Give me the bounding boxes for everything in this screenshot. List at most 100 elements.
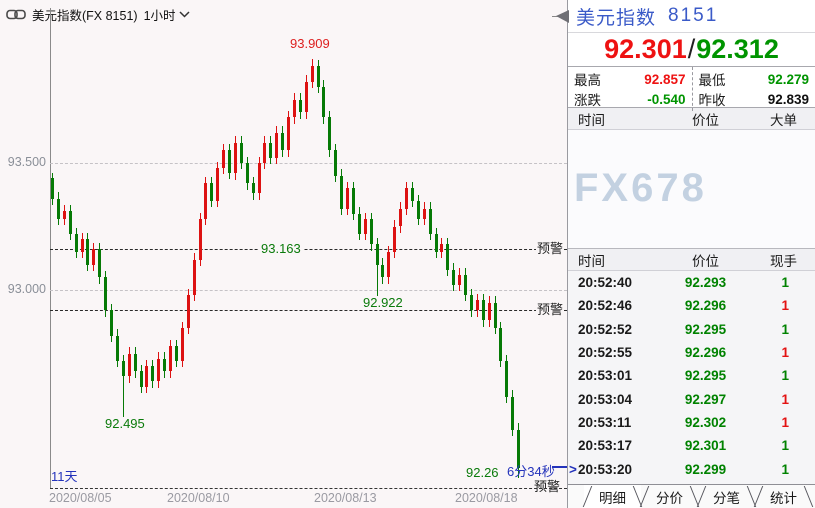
x-axis-label: 2020/08/18 [455, 491, 518, 505]
gridline [50, 290, 567, 291]
quote-stats: 最高 92.857 涨跌 -0.540 最低 92.279 昨收 92.839 [568, 67, 815, 111]
candle-body [393, 226, 397, 252]
candle-body [275, 132, 279, 158]
trade-row[interactable]: 20:52:46 92.296 1 [578, 298, 789, 314]
candle-body [493, 302, 497, 329]
trade-row[interactable]: >20:53:20 92.299 1 [569, 461, 789, 477]
candle-body [145, 366, 149, 387]
alert3-tag: 预警 [533, 479, 562, 494]
trade-row[interactable]: 20:52:52 92.295 1 [578, 321, 789, 337]
candle-body [298, 99, 302, 113]
candle-body [86, 239, 90, 265]
candle-body [62, 211, 66, 219]
candle-body [157, 358, 161, 382]
trade-row[interactable]: 20:53:11 92.302 1 [578, 414, 789, 430]
chart-symbol-label: 美元指数(FX 8151) [32, 8, 138, 23]
chart-period-label: 1小时 [143, 8, 176, 23]
alert-line [50, 309, 567, 311]
trade-row[interactable]: 20:53:01 92.295 1 [578, 368, 789, 384]
candle-body [174, 345, 178, 362]
trade-row[interactable]: 20:53:17 92.301 1 [578, 438, 789, 454]
candle-body [428, 208, 432, 235]
candle-body [210, 183, 214, 202]
tab-mingxi[interactable]: 明细 [582, 485, 643, 508]
x-axis-label: 2020/08/13 [314, 491, 377, 505]
candle-body [151, 366, 155, 382]
current-row-marker: > [569, 461, 577, 477]
candle-body [334, 150, 338, 176]
candle-body [381, 264, 385, 278]
ask-price: 92.312 [696, 34, 779, 64]
chart-period-selector[interactable]: 1小时 [144, 5, 190, 24]
candle-body [80, 239, 84, 252]
candle-body [110, 310, 113, 336]
candle-body [180, 328, 184, 362]
candle-body [257, 163, 261, 194]
candle-body [192, 259, 196, 296]
tab-fenjia[interactable]: 分价 [639, 485, 700, 508]
candle-body [169, 345, 172, 372]
candle-body [228, 150, 231, 174]
trade-row[interactable]: 20:53:04 92.297 1 [578, 391, 789, 407]
candle-body [410, 188, 414, 202]
candle-body [292, 99, 296, 118]
candle-body [316, 66, 320, 87]
quote-symbol-code: 8151 [668, 5, 719, 26]
candle-body [245, 163, 249, 184]
stat-low: 最低 92.279 [698, 71, 810, 89]
candle-body [475, 300, 479, 311]
candlestick-chart[interactable]: 美元指数(FX 8151) 1小时 93.500 93.000 2020/08/05… [0, 0, 567, 508]
candle-body [363, 218, 367, 235]
trade-row[interactable]: 20:52:55 92.296 1 [578, 345, 789, 361]
trade-row[interactable]: 20:52:40 92.293 1 [578, 275, 789, 291]
candle-body [198, 218, 202, 260]
big-orders-list[interactable] [568, 130, 815, 249]
candle-body [511, 396, 515, 430]
trades-list[interactable]: 20:52:40 92.293 1 20:52:46 92.296 1 20:52:52 92… [568, 271, 815, 481]
link-icon[interactable] [6, 9, 26, 20]
alert1-price-label: 93.163 [259, 241, 303, 256]
panel-collapse-arrow-icon[interactable] [556, 10, 569, 23]
quote-symbol-name: 美元指数 [576, 7, 657, 29]
bid-price: 92.301 [604, 34, 687, 64]
candle-body [68, 211, 72, 235]
candle-body [499, 328, 503, 362]
y-axis-label: 93.500 [7, 155, 46, 169]
candle-body [346, 188, 349, 209]
candle-body [328, 117, 332, 151]
candle-body [399, 208, 403, 227]
candle-body [304, 81, 308, 113]
candle-wick [376, 237, 378, 310]
x-axis-line [50, 488, 567, 489]
candle-body [310, 66, 314, 82]
candle-body [464, 274, 467, 296]
tab-fenbi[interactable]: 分笔 [696, 485, 757, 508]
countdown-label: 6分34秒 [507, 464, 555, 479]
candle-body [434, 234, 438, 252]
candle-body [251, 183, 255, 194]
gridline [50, 163, 567, 164]
candle-body [405, 188, 408, 209]
stat-high: 最高 92.857 [574, 71, 686, 89]
candle-body [322, 86, 326, 118]
current-price-tick [552, 466, 567, 468]
trough-price-label: 92.495 [103, 416, 147, 431]
candle-body [92, 249, 96, 265]
candle-body [281, 132, 285, 151]
big-orders-header: 时间 价位 大单 [568, 108, 815, 130]
quote-title[interactable]: 美元指数 8151 [568, 0, 815, 33]
x-axis-label: 2020/08/05 [49, 491, 112, 505]
candle-body [133, 353, 137, 372]
y-axis-line [50, 8, 51, 488]
candle-body [422, 208, 426, 219]
candle-body [505, 361, 509, 397]
candle-body [446, 244, 450, 270]
candle-body [287, 117, 290, 151]
candle-body [233, 142, 237, 174]
candle-body [74, 234, 78, 252]
candle-body [263, 142, 267, 163]
alert-line [50, 248, 567, 250]
tab-tongji[interactable]: 统计 [753, 485, 814, 508]
alert2-price-label: 92.922 [361, 295, 405, 310]
